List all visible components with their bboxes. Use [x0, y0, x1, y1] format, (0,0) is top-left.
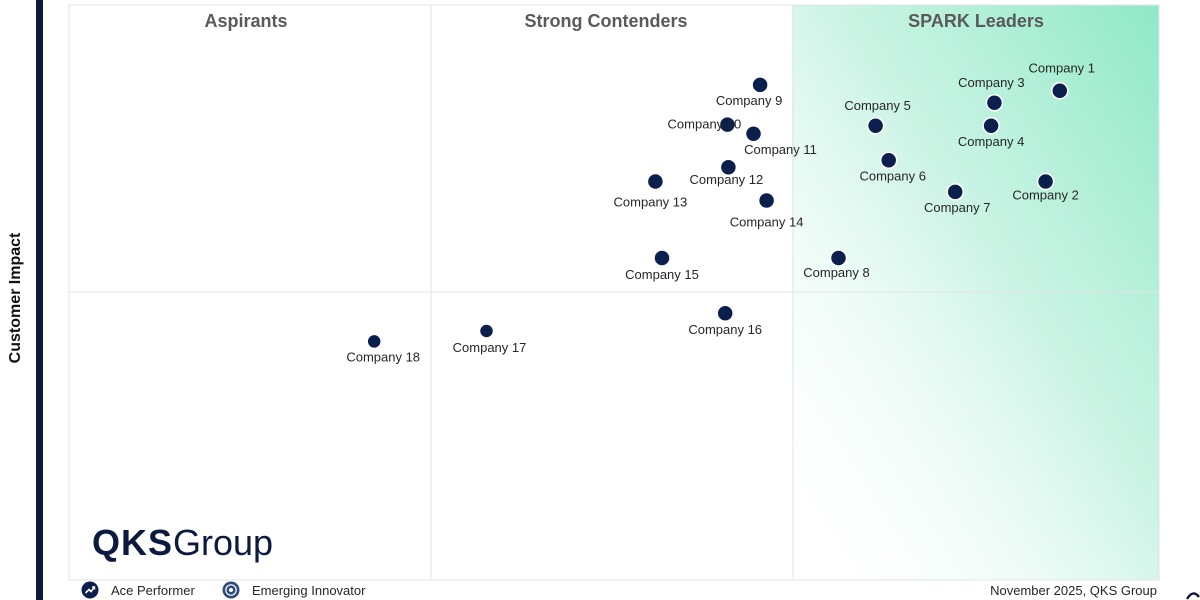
point-company-4[interactable] — [982, 117, 1000, 135]
innovator-badge-icon — [222, 581, 240, 599]
point-company-13[interactable] — [646, 172, 665, 191]
label-company-6: Company 6 — [859, 168, 925, 183]
point-company-17[interactable] — [478, 323, 495, 339]
label-company-16: Company 16 — [688, 322, 762, 337]
point-company-16[interactable] — [716, 304, 734, 322]
label-company-2: Company 2 — [1012, 188, 1078, 203]
label-company-13: Company 13 — [614, 195, 688, 210]
point-company-2[interactable] — [1036, 172, 1055, 191]
label-company-4: Company 4 — [958, 134, 1024, 149]
point-company-14[interactable] — [757, 191, 776, 210]
label-company-7: Company 7 — [924, 200, 990, 215]
legend-ace-performer-label: Ace Performer — [111, 582, 195, 598]
point-company-6[interactable] — [879, 151, 898, 170]
point-company-1[interactable] — [1051, 81, 1069, 100]
label-company-8: Company 8 — [803, 265, 869, 280]
label-company-15: Company 15 — [625, 267, 699, 282]
point-company-3[interactable] — [985, 94, 1004, 112]
label-company-11: Company 11 — [744, 142, 817, 157]
label-company-9: Company 9 — [716, 93, 782, 108]
logo-light-text: Group — [173, 522, 274, 563]
point-company-15[interactable] — [653, 249, 671, 267]
label-company-17: Company 17 — [453, 340, 527, 355]
label-company-14: Company 14 — [730, 215, 804, 230]
quadrant-grid — [68, 4, 1160, 581]
legend-emerging-innovator: Emerging Innovator — [222, 581, 365, 599]
label-company-10: Company 10 — [668, 117, 742, 132]
label-company-1: Company 1 — [1029, 61, 1095, 76]
label-company-12: Company 12 — [690, 172, 764, 187]
trend-up-icon — [81, 581, 99, 599]
label-company-5: Company 5 — [844, 98, 910, 113]
legend-ace-performer: Ace Performer — [81, 581, 195, 599]
label-company-18: Company 18 — [346, 349, 420, 364]
quadrant-title-strong-contenders: Strong Contenders — [524, 11, 687, 31]
qks-group-logo: QKSGroup — [92, 522, 273, 564]
point-company-12[interactable] — [719, 158, 738, 176]
label-company-3: Company 3 — [958, 75, 1024, 90]
point-company-8[interactable] — [829, 249, 848, 267]
footer-date-source: November 2025, QKS Group — [990, 583, 1157, 598]
point-company-5[interactable] — [866, 117, 885, 135]
quadrant-title-aspirants: Aspirants — [204, 11, 287, 31]
legend-emerging-innovator-label: Emerging Innovator — [252, 582, 366, 598]
corner-arrow-icon — [1186, 592, 1200, 600]
logo-strong-text: QKS — [92, 522, 174, 563]
point-company-18[interactable] — [366, 333, 382, 350]
point-company-10[interactable] — [718, 115, 737, 134]
left-accent-bar — [36, 0, 43, 600]
point-company-9[interactable] — [751, 76, 769, 94]
quadrant-title-spark-leaders: SPARK Leaders — [908, 11, 1044, 31]
data-points: Company 1 Company 2 Company 3 Company 4 Comp… — [346, 61, 1095, 365]
point-company-7[interactable] — [946, 183, 964, 201]
point-company-11[interactable] — [744, 125, 763, 143]
